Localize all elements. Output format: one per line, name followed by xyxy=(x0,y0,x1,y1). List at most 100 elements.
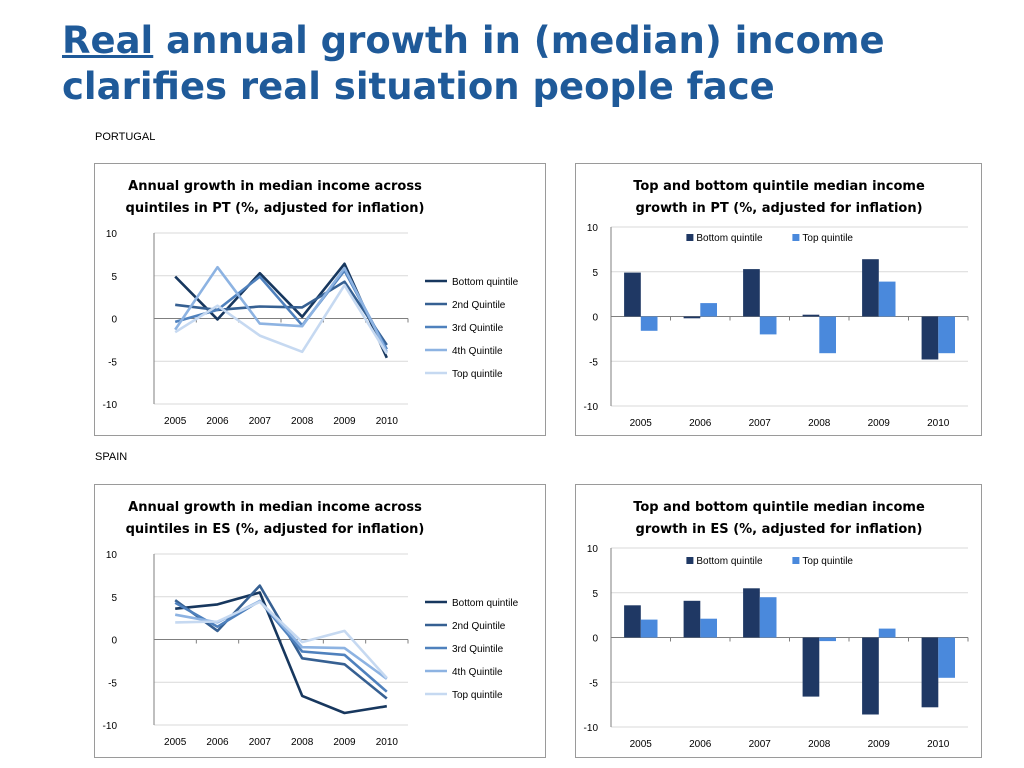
bar-top-quintile xyxy=(640,619,658,638)
pt-line-chart: Annual growth in median income across qui… xyxy=(103,179,519,427)
x-tick-label: 2005 xyxy=(164,737,187,748)
x-tick-label: 2005 xyxy=(630,739,653,750)
es-bar-chart: Top and bottom quintile median income gro… xyxy=(584,500,969,750)
legend-label: 3rd Quintile xyxy=(452,323,504,334)
y-tick-label: 10 xyxy=(587,544,599,555)
series-line-bottom-quintile xyxy=(175,591,388,715)
slide-title-emphasis: Real xyxy=(62,19,154,62)
bar-top-quintile xyxy=(700,618,717,638)
pt-line-chart-panel: Annual growth in median income across qui… xyxy=(94,163,546,436)
legend-swatch xyxy=(792,557,800,564)
es-line-chart-panel: Annual growth in median income across qui… xyxy=(94,484,546,758)
bar-bottom-quintile xyxy=(683,316,701,319)
legend-swatch xyxy=(686,234,694,241)
bar-bottom-quintile xyxy=(862,259,879,317)
legend-label: Top quintile xyxy=(452,690,503,701)
legend-label: Bottom quintile xyxy=(696,233,763,244)
bar-top-quintile xyxy=(819,637,836,642)
x-tick-label: 2005 xyxy=(630,418,653,429)
bar-top-quintile xyxy=(759,316,777,335)
y-tick-label: -5 xyxy=(589,678,598,689)
x-tick-label: 2007 xyxy=(249,737,272,748)
bar-top-quintile xyxy=(700,303,717,317)
legend-label: Bottom quintile xyxy=(452,598,519,609)
x-tick-label: 2010 xyxy=(927,739,950,750)
bar-bottom-quintile xyxy=(921,316,939,360)
x-tick-label: 2006 xyxy=(689,739,712,750)
es-line-chart: Annual growth in median income across qui… xyxy=(103,500,519,748)
chart-title-line: Annual growth in median income across xyxy=(128,179,422,194)
x-tick-label: 2007 xyxy=(249,416,272,427)
y-tick-label: 5 xyxy=(111,272,117,283)
bar-top-quintile xyxy=(878,281,896,317)
y-tick-label: 0 xyxy=(592,634,598,645)
x-tick-label: 2010 xyxy=(376,737,399,748)
bar-bottom-quintile xyxy=(683,600,701,638)
legend-swatch xyxy=(792,234,800,241)
es-bar-chart-panel: Top and bottom quintile median income gro… xyxy=(575,484,982,758)
legend-swatch xyxy=(686,557,694,564)
y-tick-label: 5 xyxy=(592,268,598,279)
bar-bottom-quintile xyxy=(743,269,760,317)
slide-title: Real annual growth in (median) income cl… xyxy=(62,18,1002,110)
chart-title-line: quintiles in PT (%, adjusted for inflati… xyxy=(126,201,425,216)
bar-top-quintile xyxy=(759,597,777,638)
y-tick-label: -5 xyxy=(108,357,117,368)
y-tick-label: -5 xyxy=(589,357,598,368)
pt-bar-chart-panel: Top and bottom quintile median income gro… xyxy=(575,163,982,436)
x-tick-label: 2006 xyxy=(206,737,229,748)
bar-top-quintile xyxy=(819,316,836,354)
y-tick-label: -10 xyxy=(584,723,599,734)
legend-label: 3rd Quintile xyxy=(452,644,504,655)
series-line-top-quintile xyxy=(175,600,388,679)
pt-bar-chart: Top and bottom quintile median income gro… xyxy=(584,179,969,429)
bar-top-quintile xyxy=(938,637,955,678)
x-tick-label: 2008 xyxy=(808,418,831,429)
chart-title-line: quintiles in ES (%, adjusted for inflati… xyxy=(126,522,425,537)
x-tick-label: 2006 xyxy=(689,418,712,429)
chart-title-line: Top and bottom quintile median income xyxy=(633,179,925,194)
y-tick-label: 0 xyxy=(111,315,117,326)
y-tick-label: 0 xyxy=(592,313,598,324)
legend-label: 2nd Quintile xyxy=(452,621,506,632)
x-tick-label: 2008 xyxy=(291,416,314,427)
y-tick-label: -5 xyxy=(108,678,117,689)
series-line-4th-quintile xyxy=(174,265,388,353)
bar-bottom-quintile xyxy=(624,272,641,317)
x-tick-label: 2008 xyxy=(291,737,314,748)
y-tick-label: 5 xyxy=(111,593,117,604)
legend-label: 4th Quintile xyxy=(452,667,503,678)
y-tick-label: 5 xyxy=(592,589,598,600)
y-tick-label: 10 xyxy=(587,223,599,234)
section-label-spain: SPAIN xyxy=(95,451,128,463)
bar-top-quintile xyxy=(878,628,896,638)
legend-label: Top quintile xyxy=(802,233,853,244)
x-tick-label: 2009 xyxy=(868,739,891,750)
y-tick-label: 10 xyxy=(106,229,118,240)
bar-top-quintile xyxy=(640,316,658,331)
x-tick-label: 2006 xyxy=(206,416,229,427)
bar-bottom-quintile xyxy=(802,637,820,697)
bar-bottom-quintile xyxy=(862,637,879,715)
x-tick-label: 2008 xyxy=(808,739,831,750)
series-line-top-quintile xyxy=(174,283,388,355)
chart-title-line: Annual growth in median income across xyxy=(128,500,422,515)
y-tick-label: -10 xyxy=(584,402,599,413)
x-tick-label: 2009 xyxy=(868,418,891,429)
legend-label: Top quintile xyxy=(452,369,503,380)
y-tick-label: 10 xyxy=(106,550,118,561)
chart-title-line: growth in ES (%, adjusted for inflation) xyxy=(636,522,923,537)
x-tick-label: 2007 xyxy=(749,418,772,429)
legend-label: 2nd Quintile xyxy=(452,300,506,311)
bar-bottom-quintile xyxy=(802,314,820,317)
y-tick-label: -10 xyxy=(103,721,118,732)
x-tick-label: 2010 xyxy=(376,416,399,427)
legend-label: Bottom quintile xyxy=(452,277,519,288)
bar-top-quintile xyxy=(938,316,955,354)
chart-title-line: Top and bottom quintile median income xyxy=(633,500,925,515)
x-tick-label: 2010 xyxy=(927,418,950,429)
slide-title-rest: annual growth in (median) income clarifi… xyxy=(62,19,885,108)
x-tick-label: 2009 xyxy=(333,416,356,427)
y-tick-label: 0 xyxy=(111,636,117,647)
legend-label: Bottom quintile xyxy=(696,556,763,567)
